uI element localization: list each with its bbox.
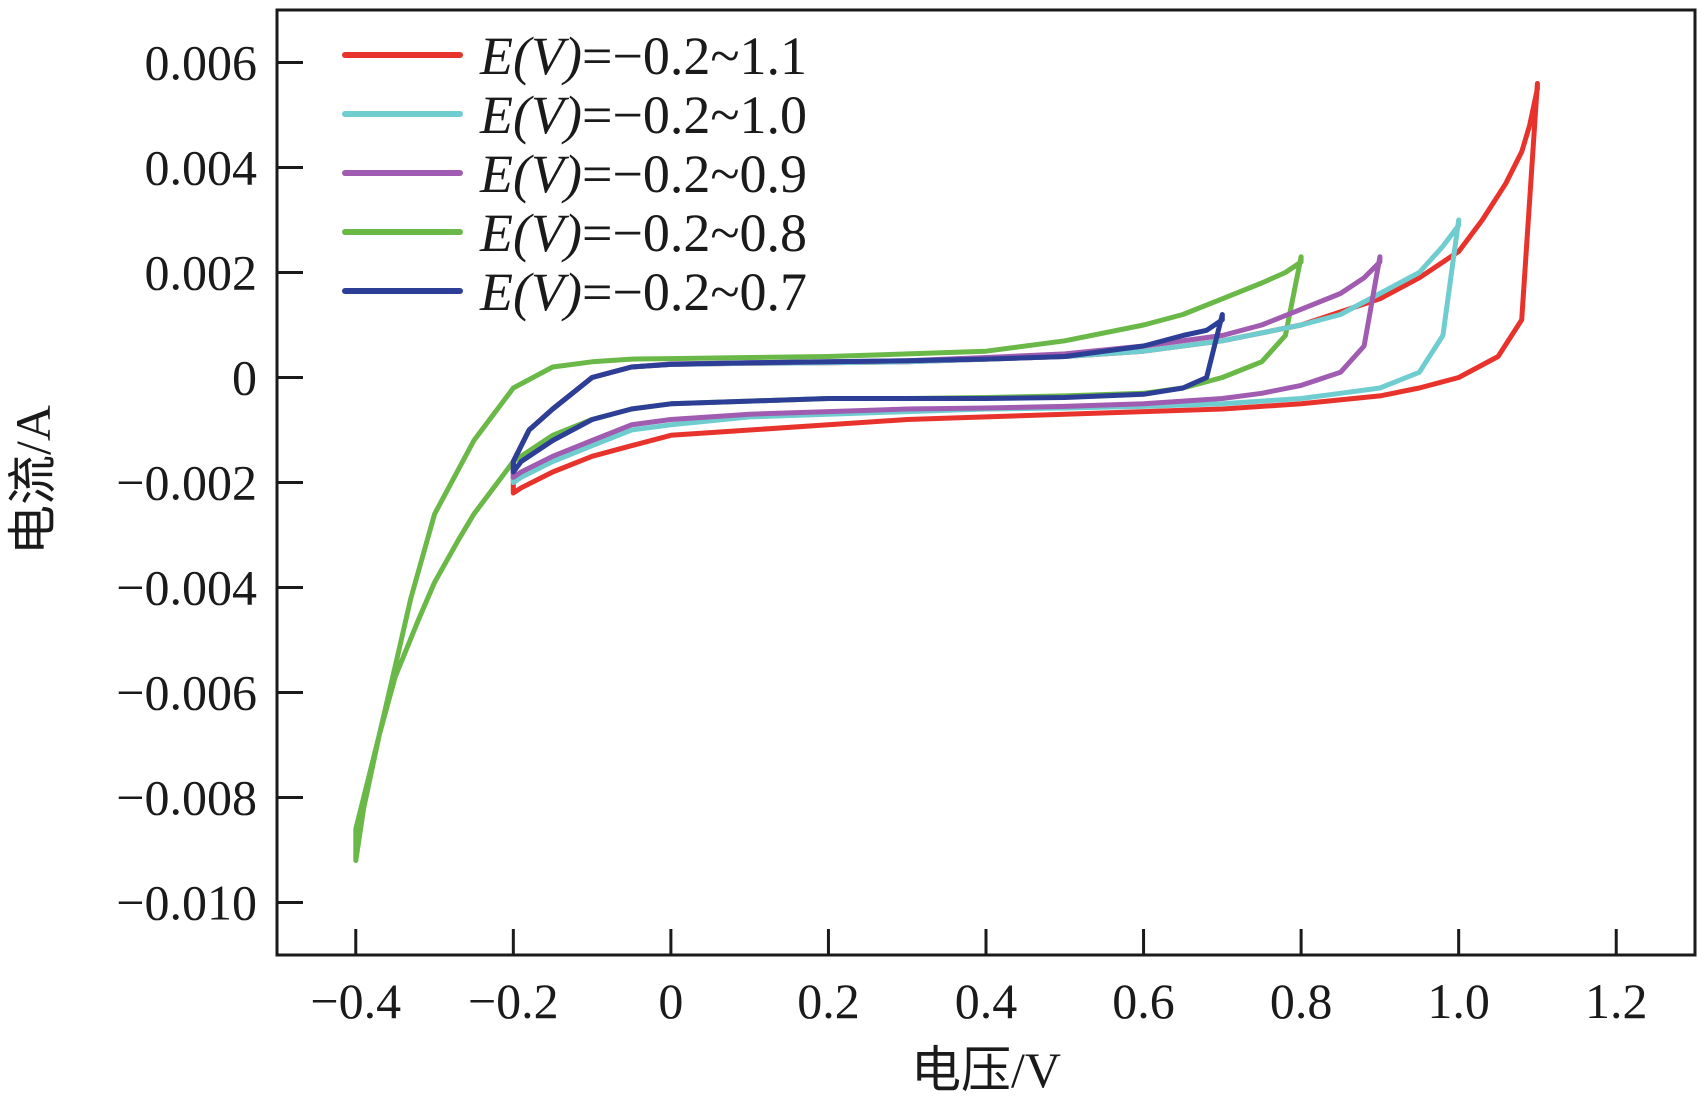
legend-label-prefix: E(V) xyxy=(479,203,582,263)
legend-label-suffix: =−0.2~0.8 xyxy=(582,203,807,263)
y-tick-label: −0.004 xyxy=(116,560,257,616)
legend-label-5: E(V)=−0.2~0.7 xyxy=(479,262,807,322)
y-tick-label: 0 xyxy=(232,350,257,406)
x-tick-label: 0.4 xyxy=(955,973,1018,1029)
legend: E(V)=−0.2~1.1E(V)=−0.2~1.0E(V)=−0.2~0.9E… xyxy=(342,26,807,322)
y-tick-label: 0.002 xyxy=(145,245,258,301)
legend-label-prefix: E(V) xyxy=(479,26,582,86)
data-series-group xyxy=(353,81,1540,863)
legend-label-4: E(V)=−0.2~0.8 xyxy=(479,203,807,263)
series-line-4 xyxy=(353,254,1304,863)
y-tick-label: −0.008 xyxy=(116,770,257,826)
y-axis-title: 电流/A xyxy=(5,405,61,555)
legend-label-2: E(V)=−0.2~1.0 xyxy=(479,85,807,145)
legend-label-suffix: =−0.2~0.7 xyxy=(582,262,807,322)
x-tick-label: −0.4 xyxy=(310,973,401,1029)
x-tick-label: 0.2 xyxy=(797,973,860,1029)
x-tick-label: 1.0 xyxy=(1427,973,1490,1029)
series-line-5 xyxy=(510,312,1225,475)
legend-label-suffix: =−0.2~1.1 xyxy=(582,26,807,86)
y-tick-label: −0.010 xyxy=(116,875,257,931)
legend-label-1: E(V)=−0.2~1.1 xyxy=(479,26,807,86)
legend-label-prefix: E(V) xyxy=(479,85,582,145)
y-tick-label: 0.006 xyxy=(145,35,258,91)
legend-label-suffix: =−0.2~1.0 xyxy=(582,85,807,145)
legend-label-prefix: E(V) xyxy=(479,144,582,204)
y-tick-label: 0.004 xyxy=(145,140,258,196)
x-tick-label: −0.2 xyxy=(468,973,559,1029)
x-axis-ticks: −0.4 −0.2 0 0.2 0.4 0.6 0.8 1.0 1.2 xyxy=(310,929,1647,1029)
legend-label-prefix: E(V) xyxy=(479,262,582,322)
y-tick-label: −0.002 xyxy=(116,455,257,511)
legend-label-3: E(V)=−0.2~0.9 xyxy=(479,144,807,204)
x-tick-label: 0.6 xyxy=(1112,973,1175,1029)
x-tick-label: 0 xyxy=(658,973,683,1029)
y-axis-ticks: 0.006 0.004 0.002 0 −0.002 −0.004 −0.006 −0.008… xyxy=(116,35,303,931)
x-tick-label: 0.8 xyxy=(1270,973,1333,1029)
legend-label-suffix: =−0.2~0.9 xyxy=(582,144,807,204)
x-axis-title: 电压/V xyxy=(911,1042,1061,1098)
y-tick-label: −0.006 xyxy=(116,665,257,721)
x-tick-label: 1.2 xyxy=(1585,973,1648,1029)
